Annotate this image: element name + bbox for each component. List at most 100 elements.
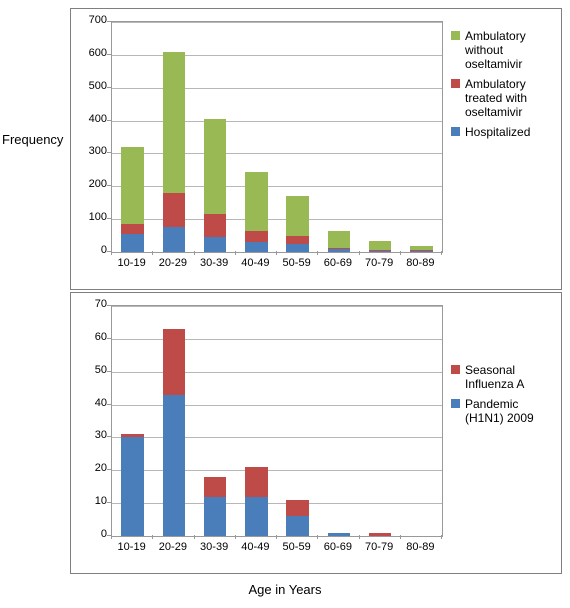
x-tick-label: 40-49 xyxy=(235,257,276,269)
y-tick xyxy=(107,185,111,186)
x-tick xyxy=(441,535,442,539)
y-tick xyxy=(107,469,111,470)
legend-item: Ambulatory treated with oseltamivir xyxy=(451,77,545,119)
bar-segment xyxy=(410,246,433,250)
x-tick xyxy=(194,251,195,255)
x-tick xyxy=(194,535,195,539)
x-tick xyxy=(111,535,112,539)
bar-segment xyxy=(204,119,227,214)
figure: Frequency 010020030040050060070010-1920-… xyxy=(0,0,570,608)
legend: Seasonal Influenza A Pandemic (H1N1) 2009 xyxy=(451,363,545,431)
x-axis-title: Age in Years xyxy=(0,582,570,597)
x-tick-label: 40-49 xyxy=(235,541,276,553)
y-tick xyxy=(107,338,111,339)
bar-segment xyxy=(369,250,392,252)
y-tick xyxy=(107,21,111,22)
x-tick xyxy=(317,251,318,255)
legend-item: Pandemic (H1N1) 2009 xyxy=(451,397,545,425)
bar-segment xyxy=(245,231,268,243)
bar-segment xyxy=(410,250,433,251)
gridline xyxy=(112,121,442,122)
y-tick-label: 50 xyxy=(95,364,107,376)
bar-segment xyxy=(163,227,186,252)
bar-segment xyxy=(204,237,227,252)
x-tick-label: 50-59 xyxy=(276,257,317,269)
x-tick xyxy=(111,251,112,255)
bar-segment xyxy=(121,234,144,252)
bar-segment xyxy=(328,249,351,252)
x-tick-label: 70-79 xyxy=(359,257,400,269)
bar-segment xyxy=(245,172,268,231)
bar-segment xyxy=(204,214,227,237)
x-tick xyxy=(441,251,442,255)
x-tick-label: 30-39 xyxy=(194,257,235,269)
x-tick-label: 10-19 xyxy=(111,257,152,269)
x-tick xyxy=(359,535,360,539)
bar-segment xyxy=(204,497,227,536)
y-tick-label: 100 xyxy=(89,211,107,223)
y-tick-label: 20 xyxy=(95,462,107,474)
y-tick xyxy=(107,87,111,88)
x-tick-label: 80-89 xyxy=(400,541,441,553)
bar-segment xyxy=(121,147,144,224)
bar-segment xyxy=(163,329,186,395)
bar-segment xyxy=(245,497,268,536)
x-tick xyxy=(152,251,153,255)
y-tick-label: 600 xyxy=(89,47,107,59)
x-tick xyxy=(235,251,236,255)
y-tick-label: 60 xyxy=(95,331,107,343)
bar-segment xyxy=(328,248,351,250)
legend-label: Hospitalized xyxy=(465,125,530,139)
gridline xyxy=(112,437,442,438)
top-chart-panel: 010020030040050060070010-1920-2930-3940-… xyxy=(70,8,562,290)
bar-segment xyxy=(286,516,309,536)
y-tick xyxy=(107,404,111,405)
gridline xyxy=(112,306,442,307)
gridline xyxy=(112,88,442,89)
legend-label: Pandemic (H1N1) 2009 xyxy=(465,397,545,425)
x-tick-label: 70-79 xyxy=(359,541,400,553)
legend-swatch xyxy=(451,127,460,136)
x-tick xyxy=(276,535,277,539)
gridline xyxy=(112,372,442,373)
gridline xyxy=(112,186,442,187)
legend-label: Ambulatory treated with oseltamivir xyxy=(465,77,545,119)
y-tick xyxy=(107,54,111,55)
y-tick-label: 500 xyxy=(89,80,107,92)
x-tick-label: 10-19 xyxy=(111,541,152,553)
y-tick-label: 70 xyxy=(95,298,107,310)
y-tick xyxy=(107,218,111,219)
y-tick xyxy=(107,120,111,121)
gridline xyxy=(112,22,442,23)
y-tick xyxy=(107,152,111,153)
gridline xyxy=(112,55,442,56)
y-tick-label: 300 xyxy=(89,145,107,157)
x-tick xyxy=(400,251,401,255)
bar-segment xyxy=(163,395,186,536)
y-tick-label: 40 xyxy=(95,397,107,409)
legend-item: Seasonal Influenza A xyxy=(451,363,545,391)
x-tick xyxy=(400,535,401,539)
x-tick-label: 20-29 xyxy=(152,257,193,269)
x-tick-label: 60-69 xyxy=(317,257,358,269)
x-tick-label: 60-69 xyxy=(317,541,358,553)
gridline xyxy=(112,219,442,220)
bar-segment xyxy=(163,52,186,193)
bar-segment xyxy=(245,242,268,252)
legend-label: Seasonal Influenza A xyxy=(465,363,545,391)
bar-segment xyxy=(121,437,144,536)
legend-swatch xyxy=(451,79,460,88)
bar-segment xyxy=(369,250,392,251)
y-tick-label: 30 xyxy=(95,429,107,441)
x-tick xyxy=(359,251,360,255)
legend-item: Hospitalized xyxy=(451,125,545,139)
legend-swatch xyxy=(451,399,460,408)
gridline xyxy=(112,339,442,340)
legend-swatch xyxy=(451,365,460,374)
bar-segment xyxy=(286,244,309,252)
y-tick-label: 0 xyxy=(101,528,107,540)
y-tick xyxy=(107,305,111,306)
y-tick-label: 400 xyxy=(89,113,107,125)
x-tick xyxy=(317,535,318,539)
x-tick-label: 80-89 xyxy=(400,257,441,269)
